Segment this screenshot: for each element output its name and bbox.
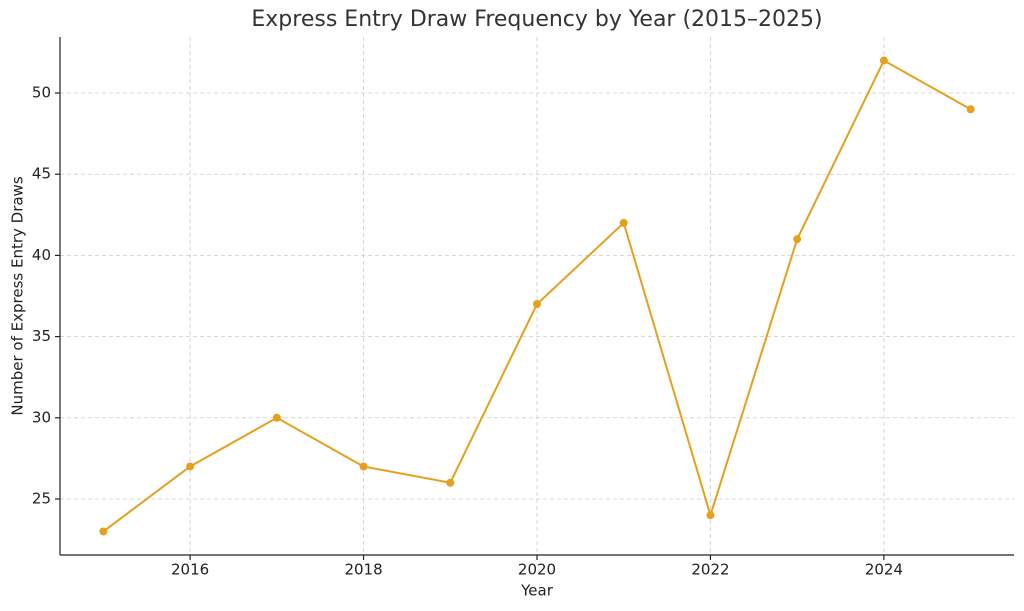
point: [879, 56, 888, 65]
point: [272, 413, 281, 422]
point: [359, 462, 368, 471]
chart-title: Express Entry Draw Frequency by Year (20…: [251, 7, 822, 32]
point: [619, 218, 628, 227]
point: [533, 300, 541, 309]
y-tick-label: 25: [32, 489, 51, 507]
point: [793, 235, 802, 244]
point: [446, 478, 455, 487]
y-tick-label: 30: [32, 408, 51, 426]
x-tick-label: 2018: [344, 561, 382, 579]
point: [99, 527, 108, 536]
y-tick-label: 50: [32, 84, 51, 102]
y-tick-label: 45: [32, 165, 51, 183]
point: [186, 462, 195, 471]
x-tick-label: 2022: [691, 561, 729, 579]
x-tick-label: 2020: [518, 561, 556, 579]
point: [966, 105, 975, 114]
y-tick-label: 40: [32, 246, 51, 264]
point: [706, 511, 715, 520]
y-tick-label: 35: [32, 327, 51, 345]
x-axis-label: Year: [520, 582, 554, 600]
x-tick-label: 2024: [865, 561, 903, 579]
y-axis-label: Number of Express Entry Draws: [9, 176, 27, 415]
x-tick-label: 2016: [171, 561, 209, 579]
